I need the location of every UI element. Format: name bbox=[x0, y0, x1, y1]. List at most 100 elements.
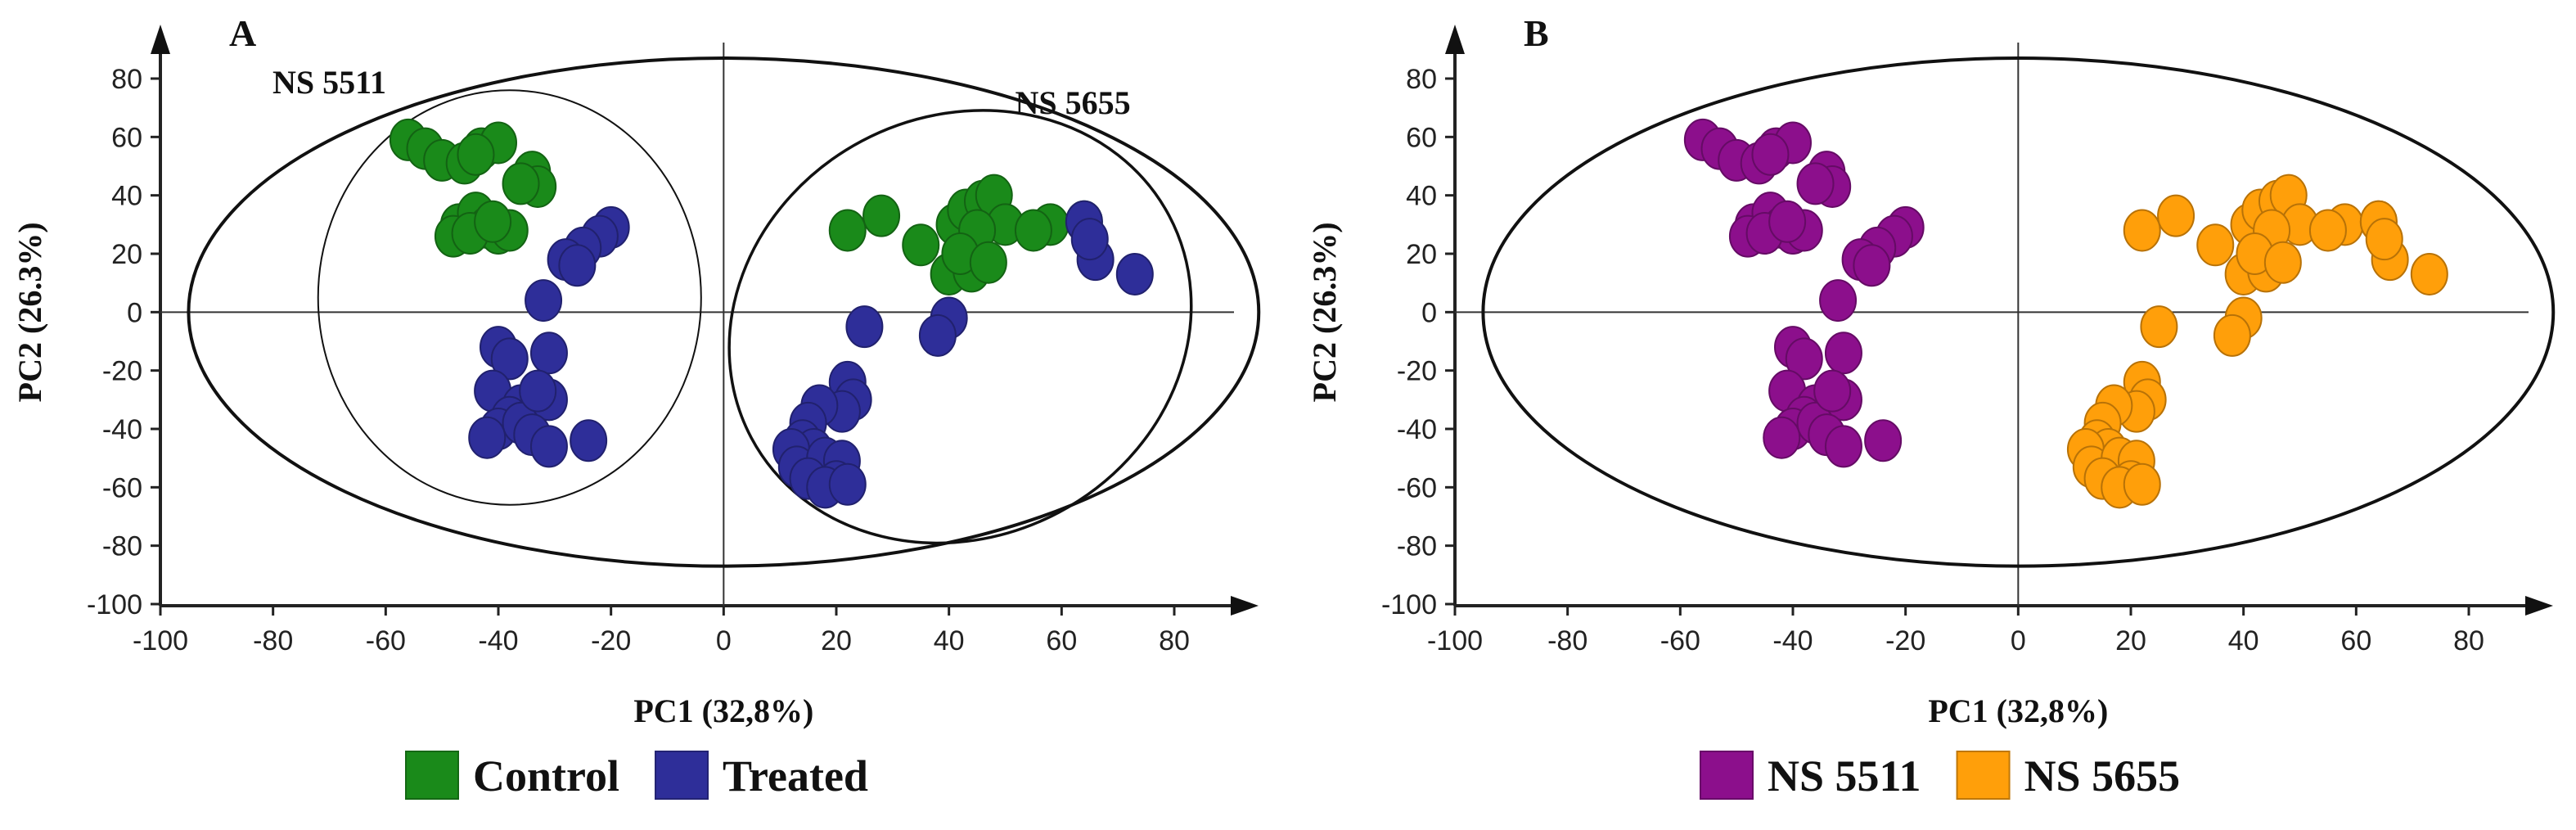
data-point bbox=[1853, 244, 1891, 287]
data-point bbox=[570, 419, 608, 462]
x-tick-label: -100 bbox=[1427, 625, 1483, 656]
y-tick-label: 0 bbox=[127, 297, 142, 328]
legend-swatch bbox=[405, 751, 459, 800]
legend-label: NS 5511 bbox=[1768, 751, 1921, 801]
x-tick-label: -60 bbox=[1660, 625, 1700, 656]
legend-label: Treated bbox=[723, 751, 868, 801]
panel-label: A bbox=[229, 12, 256, 54]
panel-b: -100 -80 -60 -40 -20 0 20 40 60 80 80 60 40 20 0 -20 -40… bbox=[1306, 12, 2556, 801]
x-tick-label: 0 bbox=[2011, 625, 2026, 656]
x-tick-label: 20 bbox=[2115, 625, 2146, 656]
x-tick-label: -20 bbox=[1885, 625, 1925, 656]
y-tick-label: 60 bbox=[111, 122, 142, 153]
data-point bbox=[1824, 332, 1862, 375]
legend-label: Control bbox=[473, 751, 619, 801]
data-point bbox=[918, 314, 957, 357]
legend: NS 5511 NS 5655 bbox=[1700, 751, 2180, 801]
data-point bbox=[529, 425, 568, 468]
x-tick-label: 40 bbox=[934, 625, 965, 656]
x-tick-label: 80 bbox=[1159, 625, 1190, 656]
x-tick-label: 80 bbox=[2453, 625, 2484, 656]
data-point bbox=[1819, 279, 1858, 323]
series-ns-5511 bbox=[1683, 118, 1925, 468]
y-tick-label: 40 bbox=[1406, 181, 1437, 212]
legend-swatch bbox=[655, 751, 709, 800]
data-point bbox=[1070, 218, 1109, 261]
data-point bbox=[519, 369, 557, 413]
data-point bbox=[1796, 162, 1835, 205]
y-tick-label: 80 bbox=[1406, 64, 1437, 95]
data-point bbox=[468, 416, 507, 459]
data-point bbox=[558, 244, 597, 287]
x-axis-arrow-icon bbox=[1231, 596, 1259, 616]
data-point bbox=[845, 305, 884, 349]
series-ns-5655 bbox=[2066, 174, 2448, 509]
legend-label: NS 5655 bbox=[2024, 751, 2181, 801]
data-point bbox=[2123, 462, 2161, 506]
data-point bbox=[828, 462, 867, 506]
data-point bbox=[490, 337, 529, 381]
data-point bbox=[1014, 209, 1052, 252]
data-point bbox=[1768, 200, 1807, 243]
y-tick-label: -80 bbox=[1397, 531, 1437, 562]
y-tick-label: -40 bbox=[102, 414, 142, 445]
y-tick-label: -20 bbox=[1397, 356, 1437, 387]
ellipse-ns-5511-group bbox=[317, 89, 702, 506]
data-point bbox=[502, 162, 540, 205]
data-point bbox=[2157, 194, 2195, 237]
x-tick-label: -80 bbox=[253, 625, 293, 656]
legend-swatch bbox=[1700, 751, 1754, 800]
y-tick-label: -100 bbox=[1381, 589, 1437, 620]
panel-label: B bbox=[1524, 12, 1549, 54]
ellipse-ns-5655-group bbox=[727, 109, 1193, 545]
data-point bbox=[457, 133, 495, 176]
x-axis-title: PC1 (32,8%) bbox=[633, 692, 813, 729]
data-point bbox=[1751, 133, 1790, 176]
y-tick-label: 20 bbox=[111, 239, 142, 270]
legend: Control Treated bbox=[405, 751, 868, 801]
axes: -100 -80 -60 -40 -20 0 20 40 60 80 80 60 40 20 0 -20 -40… bbox=[87, 25, 1259, 656]
series-treated bbox=[468, 200, 1154, 509]
y-tick-label: 20 bbox=[1406, 239, 1437, 270]
data-point bbox=[2196, 223, 2235, 267]
y-tick-label: -20 bbox=[102, 356, 142, 387]
data-point bbox=[525, 279, 563, 323]
y-tick-label: -60 bbox=[102, 472, 142, 503]
x-axis-title: PC1 (32,8%) bbox=[1928, 692, 2108, 729]
data-point bbox=[1785, 337, 1823, 381]
data-point bbox=[2140, 305, 2178, 349]
data-point bbox=[1864, 419, 1903, 462]
y-tick-label: 0 bbox=[1421, 297, 1437, 328]
y-axis-title: PC2 (26.3%) bbox=[11, 222, 48, 402]
data-point bbox=[1824, 425, 1862, 468]
data-point bbox=[1813, 369, 1852, 413]
data-point bbox=[2123, 209, 2161, 252]
data-point bbox=[2263, 241, 2302, 284]
data-point bbox=[529, 332, 568, 375]
y-tick-label: 40 bbox=[111, 181, 142, 212]
ellipse-hotelling-t2 bbox=[1481, 56, 2556, 568]
y-axis-arrow-icon bbox=[151, 25, 170, 54]
x-axis-arrow-icon bbox=[2525, 596, 2553, 616]
data-point bbox=[862, 194, 901, 237]
ellipse-hotelling-t2 bbox=[187, 56, 1261, 568]
series-control bbox=[389, 118, 1103, 295]
data-point bbox=[2365, 218, 2403, 261]
y-tick-label: -100 bbox=[87, 589, 142, 620]
data-point bbox=[902, 223, 940, 267]
panel-a: -100 -80 -60 -40 -20 0 20 40 60 80 80 60 40 20 0 -20 -40… bbox=[11, 12, 1261, 801]
data-point bbox=[828, 209, 867, 252]
data-point bbox=[969, 241, 1007, 284]
axes: -100 -80 -60 -40 -20 0 20 40 60 80 80 60 40 20 0 -20 -40… bbox=[1381, 25, 2553, 656]
y-axis-title: PC2 (26.3%) bbox=[1306, 222, 1343, 402]
data-point bbox=[474, 200, 512, 243]
x-tick-label: -40 bbox=[1772, 625, 1813, 656]
data-point bbox=[2213, 314, 2251, 357]
y-tick-label: 80 bbox=[111, 64, 142, 95]
x-tick-label: 60 bbox=[1046, 625, 1077, 656]
x-tick-label: -40 bbox=[478, 625, 518, 656]
x-tick-label: -100 bbox=[133, 625, 188, 656]
x-tick-label: -60 bbox=[366, 625, 406, 656]
x-tick-label: 0 bbox=[716, 625, 732, 656]
